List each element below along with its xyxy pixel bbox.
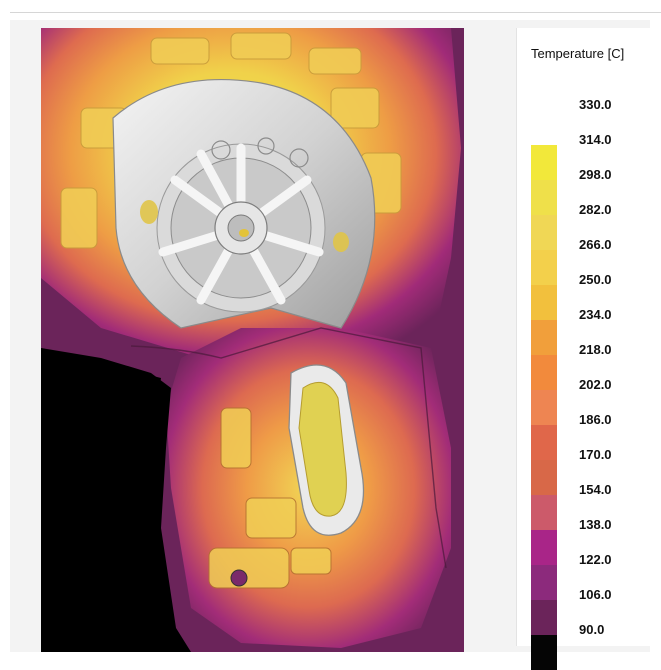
legend-swatch [531, 320, 557, 355]
legend-label: 330.0 [579, 97, 612, 112]
legend-swatch [531, 530, 557, 565]
legend-label: 138.0 [579, 517, 612, 532]
legend-swatch [531, 460, 557, 495]
legend-title: Temperature [C] [531, 46, 625, 61]
legend-label: 154.0 [579, 482, 612, 497]
legend-label: 234.0 [579, 307, 612, 322]
legend-swatch [531, 495, 557, 530]
legend-swatch [531, 600, 557, 635]
legend-swatch [531, 215, 557, 250]
legend-label: 314.0 [579, 132, 612, 147]
legend-swatch [531, 285, 557, 320]
legend-label: 186.0 [579, 412, 612, 427]
legend-swatch [531, 180, 557, 215]
legend-label: 202.0 [579, 377, 612, 392]
simulation-viewport[interactable] [41, 28, 464, 652]
legend-label: 218.0 [579, 342, 612, 357]
legend-label: 90.0 [579, 622, 605, 637]
legend-label: 266.0 [579, 237, 612, 252]
gear-housing [112, 78, 376, 329]
boss-ring [60, 32, 402, 249]
casting-heatmap [41, 28, 464, 652]
legend-swatch [531, 635, 557, 670]
legend-swatch [531, 145, 557, 180]
legend-swatch [531, 565, 557, 600]
temperature-legend: Temperature [C] 330.0 314.0 298.0 282.0 … [516, 28, 650, 670]
legend-label: 298.0 [579, 167, 612, 182]
legend-label: 170.0 [579, 447, 612, 462]
top-divider [10, 12, 661, 13]
legend-label: 250.0 [579, 272, 612, 287]
oblong-boss [288, 364, 365, 536]
legend-swatch [531, 425, 557, 460]
legend-swatch [531, 250, 557, 285]
legend-label: 122.0 [579, 552, 612, 567]
lower-details [208, 407, 332, 589]
legend-swatch [531, 355, 557, 390]
legend-label: 282.0 [579, 202, 612, 217]
legend-swatch [531, 390, 557, 425]
legend-label: 106.0 [579, 587, 612, 602]
